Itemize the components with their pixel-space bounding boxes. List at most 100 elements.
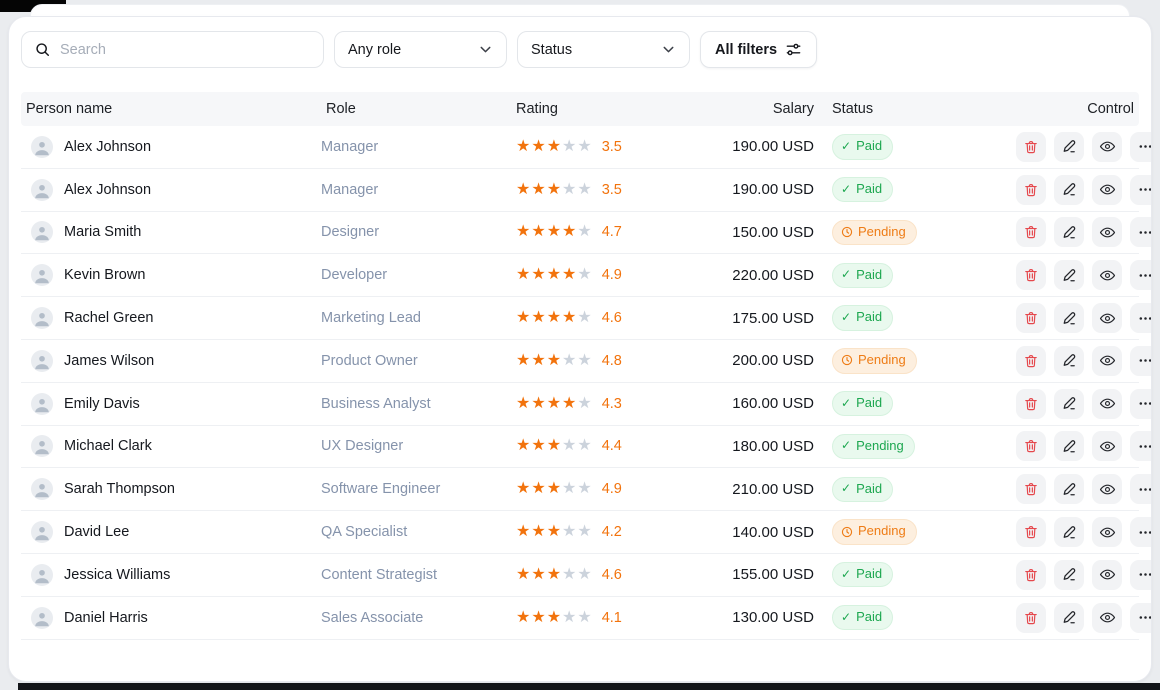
column-header-person-name: Person name	[26, 101, 113, 117]
eye-icon	[1099, 398, 1115, 409]
more-button[interactable]	[1130, 517, 1151, 548]
avatar	[31, 349, 53, 372]
delete-button[interactable]	[1016, 474, 1046, 505]
view-button[interactable]	[1092, 388, 1122, 419]
delete-button[interactable]	[1016, 131, 1046, 162]
more-button[interactable]	[1130, 559, 1151, 590]
column-header-salary: Salary	[772, 101, 814, 117]
filters-sliders-icon	[786, 43, 801, 56]
edit-button[interactable]	[1054, 602, 1084, 633]
role-filter-select[interactable]: Any role	[334, 31, 507, 68]
status-label: Pending	[858, 523, 906, 539]
status-icon	[841, 226, 853, 238]
more-button[interactable]	[1130, 260, 1151, 291]
pencil-icon	[1063, 268, 1075, 282]
more-button[interactable]	[1130, 602, 1151, 633]
person-name: Rachel Green	[64, 310, 154, 327]
all-filters-button[interactable]: All filters	[700, 31, 818, 68]
chevron-down-icon	[478, 42, 493, 57]
edit-button[interactable]	[1054, 260, 1084, 291]
view-button[interactable]	[1092, 559, 1122, 590]
more-button[interactable]	[1130, 174, 1151, 205]
view-button[interactable]	[1092, 474, 1122, 505]
view-button[interactable]	[1092, 602, 1122, 633]
role-text: Designer	[321, 224, 380, 241]
delete-button[interactable]	[1016, 303, 1046, 334]
edit-button[interactable]	[1054, 388, 1084, 419]
column-header-role: Role	[326, 101, 356, 117]
status-icon: ✓	[841, 609, 852, 624]
delete-button[interactable]	[1016, 260, 1046, 291]
status-label: Pending	[858, 352, 906, 368]
salary-value: 200.00 USD	[732, 352, 814, 370]
status-icon: ✓	[841, 310, 852, 325]
trash-icon	[1025, 397, 1037, 410]
view-button[interactable]	[1092, 131, 1122, 162]
status-icon: ✓	[841, 438, 852, 453]
delete-button[interactable]	[1016, 217, 1046, 248]
person-name: Daniel Harris	[64, 609, 148, 626]
delete-button[interactable]	[1016, 602, 1046, 633]
edit-button[interactable]	[1054, 474, 1084, 505]
search-input-wrapper[interactable]	[21, 31, 324, 68]
edit-button[interactable]	[1054, 559, 1084, 590]
more-button[interactable]	[1130, 431, 1151, 462]
view-button[interactable]	[1092, 303, 1122, 334]
edit-button[interactable]	[1054, 431, 1084, 462]
salary-value: 190.00 USD	[732, 138, 814, 156]
salary-value: 140.00 USD	[732, 523, 814, 541]
table-row: Jessica Williams Content Strategist ★★★★…	[21, 553, 1151, 597]
avatar	[31, 392, 53, 415]
trash-icon	[1025, 526, 1037, 539]
more-button[interactable]	[1130, 474, 1151, 505]
view-button[interactable]	[1092, 174, 1122, 205]
edit-button[interactable]	[1054, 131, 1084, 162]
rating-value: 4.6	[601, 310, 622, 327]
delete-button[interactable]	[1016, 345, 1046, 376]
pencil-icon	[1063, 397, 1075, 410]
delete-button[interactable]	[1016, 559, 1046, 590]
salary-value: 155.00 USD	[732, 566, 814, 584]
edit-button[interactable]	[1054, 217, 1084, 248]
trash-icon	[1025, 440, 1037, 453]
avatar	[31, 135, 53, 158]
main-panel: Any role Status All filters Person name …	[8, 16, 1152, 682]
more-button[interactable]	[1130, 131, 1151, 162]
status-icon	[841, 526, 853, 538]
status-label: Paid	[856, 138, 883, 154]
table-row: Kevin Brown Developer ★★★★★ 4.9 220.00 U…	[21, 254, 1151, 298]
status-label: Paid	[856, 609, 883, 625]
search-input[interactable]	[60, 41, 311, 58]
view-button[interactable]	[1092, 260, 1122, 291]
rating-value: 4.3	[601, 395, 622, 412]
person-name: Alex Johnson	[64, 138, 152, 155]
status-badge: ✓ Paid	[832, 605, 894, 631]
view-button[interactable]	[1092, 517, 1122, 548]
edit-button[interactable]	[1054, 174, 1084, 205]
more-button[interactable]	[1130, 388, 1151, 419]
more-button[interactable]	[1130, 345, 1151, 376]
view-button[interactable]	[1092, 431, 1122, 462]
eye-icon	[1099, 569, 1115, 580]
edit-button[interactable]	[1054, 517, 1084, 548]
star-rating: ★★★★★	[516, 523, 593, 541]
more-button[interactable]	[1130, 217, 1151, 248]
delete-button[interactable]	[1016, 174, 1046, 205]
edit-button[interactable]	[1054, 345, 1084, 376]
delete-button[interactable]	[1016, 517, 1046, 548]
status-filter-select[interactable]: Status	[517, 31, 690, 68]
delete-button[interactable]	[1016, 388, 1046, 419]
status-label: Pending	[856, 437, 904, 453]
more-button[interactable]	[1130, 303, 1151, 334]
delete-button[interactable]	[1016, 431, 1046, 462]
edit-button[interactable]	[1054, 303, 1084, 334]
person-name: Jessica Williams	[64, 566, 171, 583]
ellipsis-icon	[1139, 274, 1151, 277]
status-icon	[841, 354, 853, 366]
salary-value: 210.00 USD	[732, 480, 814, 498]
view-button[interactable]	[1092, 345, 1122, 376]
role-text: Manager	[321, 138, 379, 155]
salary-value: 190.00 USD	[732, 181, 814, 199]
view-button[interactable]	[1092, 217, 1122, 248]
star-rating: ★★★★★	[516, 180, 593, 198]
